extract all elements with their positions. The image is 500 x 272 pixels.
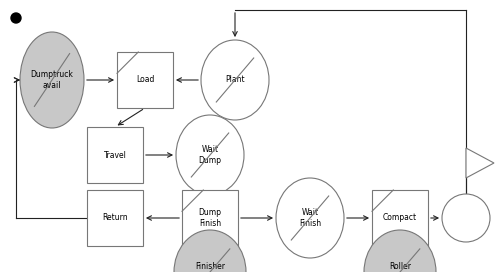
Text: Dump
Finish: Dump Finish	[198, 208, 222, 228]
Polygon shape	[466, 148, 494, 178]
Ellipse shape	[276, 178, 344, 258]
Ellipse shape	[174, 230, 246, 272]
Bar	[372, 190, 428, 246]
Text: Travel: Travel	[104, 150, 126, 159]
Ellipse shape	[201, 40, 269, 120]
Ellipse shape	[20, 32, 84, 128]
Text: Compact: Compact	[383, 214, 417, 222]
Circle shape	[11, 13, 21, 23]
Text: Plant: Plant	[225, 76, 245, 85]
Bar	[182, 190, 238, 246]
Text: Dumptruck
avail: Dumptruck avail	[30, 70, 74, 90]
Bar	[87, 190, 143, 246]
Text: Wait
Dump: Wait Dump	[198, 145, 222, 165]
Text: Roller
avail: Roller avail	[389, 262, 411, 272]
Text: Wait
Finish: Wait Finish	[299, 208, 321, 228]
Bar	[87, 127, 143, 183]
Text: Finisher
avail: Finisher avail	[195, 262, 225, 272]
Circle shape	[442, 194, 490, 242]
Text: Return: Return	[102, 214, 128, 222]
Bar	[117, 52, 173, 108]
Text: Load: Load	[136, 76, 154, 85]
Ellipse shape	[364, 230, 436, 272]
Ellipse shape	[176, 115, 244, 195]
